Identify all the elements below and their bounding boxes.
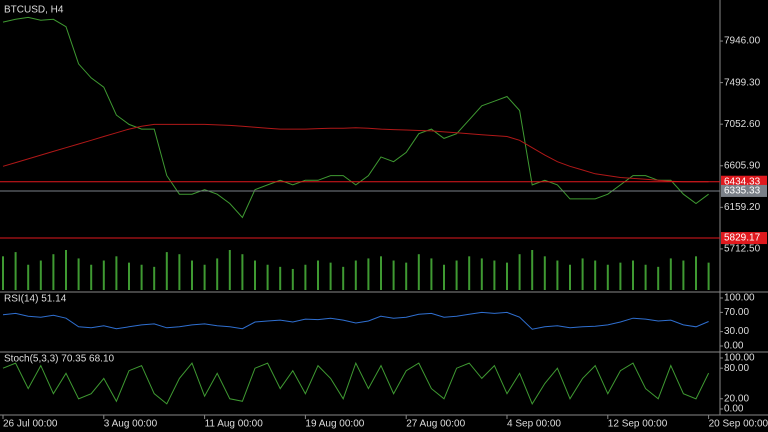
moving-average (2, 123, 709, 183)
price-level-label: 6335.33 (724, 186, 761, 197)
volume-bar (695, 256, 697, 290)
x-tick-label: 27 Aug 00:00 (406, 419, 465, 430)
volume-bar (228, 250, 231, 290)
x-tick-label: 3 Aug 00:00 (104, 419, 158, 430)
volume-bar (606, 264, 609, 290)
y-tick-label: 7499.30 (724, 77, 761, 88)
volume-bar (556, 260, 559, 290)
volume-bar (493, 260, 496, 290)
indicator-line (2, 361, 710, 405)
volume-bar (203, 264, 206, 290)
volume-bar (52, 254, 55, 290)
price-level-label: 5829.17 (724, 233, 761, 244)
volume-bar (707, 262, 710, 290)
volume-bar (39, 260, 42, 290)
y-tick-label: 7052.60 (724, 119, 761, 130)
x-tick-label: 26 Jul 00:00 (3, 419, 58, 430)
volume-bar (405, 262, 408, 290)
y-tick-label: 100.00 (724, 293, 755, 304)
volume-bar (27, 264, 30, 290)
x-tick-label: 11 Aug 00:00 (205, 419, 264, 430)
y-tick-label: 80.00 (724, 363, 749, 374)
volume-bar (304, 264, 307, 290)
x-tick-label: 20 Sep 00:00 (709, 419, 768, 430)
volume-bar (417, 254, 420, 290)
volume-bar (77, 258, 80, 290)
volume-bar (468, 256, 471, 290)
volume-bar (644, 264, 647, 290)
volume-bar (518, 254, 521, 290)
volume-bar (115, 256, 118, 290)
volume-bar (65, 250, 67, 290)
volume-bar (581, 258, 584, 290)
price-level-tag (721, 184, 767, 197)
y-tick-label: 70.00 (724, 307, 749, 318)
x-tick-label: 19 Aug 00:00 (305, 419, 364, 430)
y-tick-label: 6605.90 (724, 160, 761, 171)
y-tick-label: 100.00 (724, 353, 755, 364)
volume-bar (354, 260, 357, 290)
indicator-title: RSI(14) 51.14 (4, 294, 67, 305)
volume-bar (506, 262, 508, 290)
y-tick-label: 30.00 (724, 326, 749, 337)
price-level-label: 6434.33 (724, 176, 761, 187)
volume-bar (153, 266, 156, 290)
indicator-line (2, 311, 709, 330)
volume-bar (140, 264, 143, 290)
y-tick-label: 5712.50 (724, 244, 761, 255)
volume-bar (90, 264, 93, 290)
price-line (2, 16, 709, 219)
volume-bar (569, 264, 571, 290)
y-tick-label: 0.00 (724, 341, 744, 352)
volume-bar (279, 266, 282, 290)
volume-bar (14, 252, 17, 290)
volume-bar (392, 260, 395, 290)
volume-bar (342, 266, 345, 290)
volume-bar (178, 254, 181, 290)
volume-bar (2, 256, 4, 290)
volume-bar (380, 256, 382, 290)
volume-bar (102, 260, 105, 290)
indicator-title: Stoch(5,3,3) 70.35 68.10 (4, 354, 115, 365)
volume-bar (594, 260, 597, 290)
chart-title: BTCUSD, H4 (4, 5, 64, 16)
volume-bar (657, 266, 660, 290)
volume-bar (669, 258, 672, 290)
volume-bar (455, 260, 458, 290)
volume-bar (480, 258, 483, 290)
y-tick-label: 20.00 (724, 393, 749, 404)
volume-bar (430, 258, 433, 290)
volume-bar (619, 262, 622, 290)
volume-bar (128, 262, 130, 290)
volume-bar (531, 250, 534, 290)
volume-bar (216, 258, 219, 290)
volume-bar (191, 260, 193, 290)
volume-bar (317, 260, 319, 290)
volume-bar (632, 260, 634, 290)
y-tick-label: 7946.00 (724, 36, 761, 47)
volume-bar (241, 254, 244, 290)
x-tick-label: 4 Sep 00:00 (507, 419, 561, 430)
volume-bar (291, 268, 294, 290)
x-tick-label: 12 Sep 00:00 (608, 419, 668, 430)
volume-bar (367, 258, 370, 290)
volume-bar (329, 262, 332, 290)
volume-bar (443, 264, 445, 290)
volume-bar (165, 252, 168, 290)
volume-bar (254, 260, 256, 290)
y-tick-label: 6159.20 (724, 202, 761, 213)
volume-bar (543, 256, 546, 290)
y-tick-label: 0.00 (724, 404, 744, 415)
price-level-tag (721, 175, 767, 188)
volume-bar (682, 260, 685, 290)
price-level-tag (721, 232, 767, 245)
volume-bar (266, 264, 269, 290)
